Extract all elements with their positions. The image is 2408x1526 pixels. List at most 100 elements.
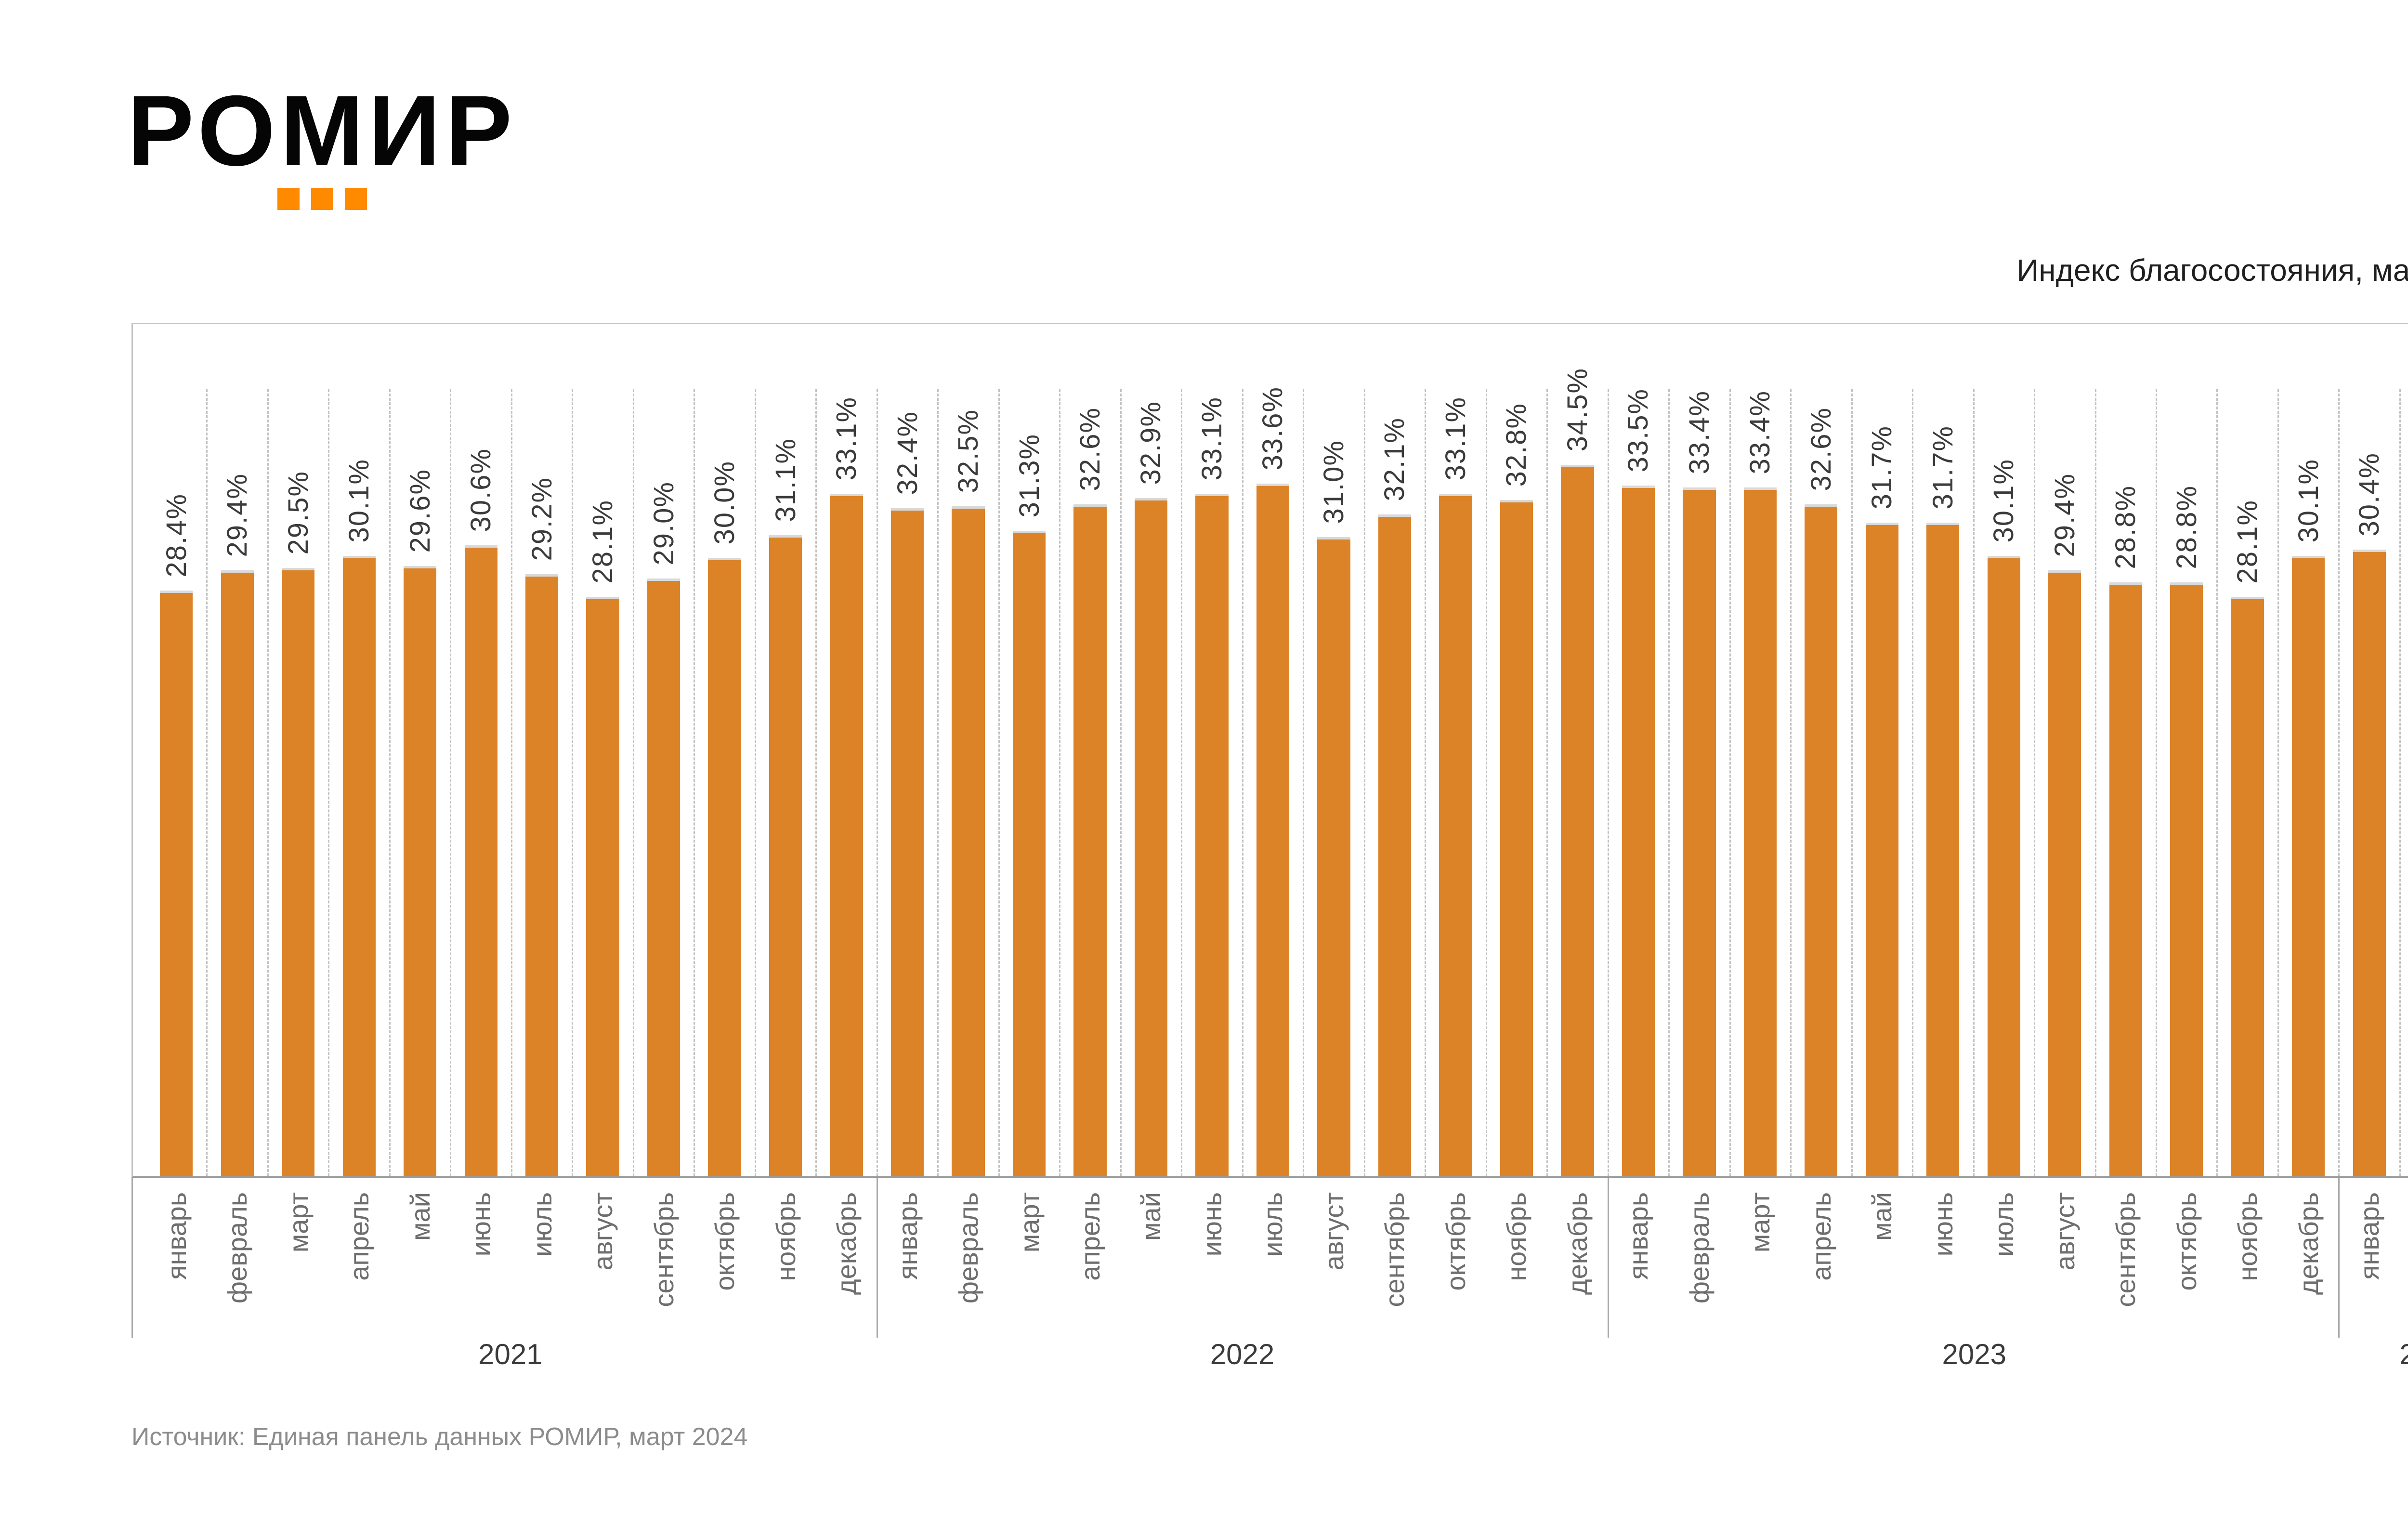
bar-value-label: 29.4%	[2049, 473, 2081, 557]
month-cell: сентябрь	[633, 1178, 694, 1338]
bar-column-2021-февраль: 29.4%	[207, 324, 269, 1176]
bar-column-2023-май: 31.7%	[1852, 324, 1914, 1176]
month-cell: июнь	[1181, 1178, 1242, 1338]
bar-value-label: 30.1%	[343, 458, 375, 542]
month-label: сентябрь	[2110, 1192, 2141, 1307]
month-label: март	[283, 1192, 314, 1253]
bar-value-label: 30.1%	[1988, 458, 2020, 542]
bar	[2231, 597, 2264, 1176]
bar-column-2021-январь: 28.4%	[146, 324, 208, 1176]
month-label: июль	[526, 1192, 557, 1257]
bar-column-2022-август: 31.0%	[1303, 324, 1366, 1176]
month-label: июль	[1989, 1192, 2019, 1257]
bar-value-label: 29.0%	[648, 481, 680, 565]
month-cell: октябрь	[1425, 1178, 1486, 1338]
bar	[525, 574, 559, 1176]
month-cell: январь	[877, 1178, 938, 1338]
bar-column-2023-июль: 30.1%	[1974, 324, 2036, 1176]
bar	[464, 545, 497, 1176]
month-label: июль	[1257, 1192, 1288, 1257]
month-label: октябрь	[709, 1192, 740, 1291]
romir-logo: РОМИР	[127, 81, 2408, 210]
bar	[2170, 582, 2203, 1176]
bar-value-label: 30.0%	[709, 460, 741, 544]
logo-text: РОМИР	[127, 75, 517, 187]
month-cell: июнь	[1912, 1178, 1973, 1338]
plot-area: 28.4% 29.4% 29.5% 30.1% 29.6% 30.6% 29.2% 28.1%…	[131, 323, 2408, 1178]
month-label: июнь	[1196, 1192, 1227, 1257]
wellbeing-bar-chart: 28.4% 29.4% 29.5% 30.1% 29.6% 30.6% 29.2% 28.1%…	[131, 323, 2408, 1378]
bar	[1378, 514, 1412, 1176]
month-label: январь	[1623, 1192, 1654, 1280]
bar-column-2023-июнь: 31.7%	[1912, 324, 1975, 1176]
bar-column-2023-октябрь: 28.8%	[2156, 324, 2218, 1176]
bar-column-2023-январь: 33.5%	[1608, 324, 1670, 1176]
bar-value-label: 32.4%	[891, 410, 923, 495]
bar-value-label: 28.8%	[2171, 485, 2202, 569]
bar-column-2021-март: 29.5%	[268, 324, 330, 1176]
bar-value-label: 31.0%	[1318, 439, 1349, 524]
month-cell: апрель	[1791, 1178, 1851, 1338]
chart-title: Индекс благосостояния, март 2024	[2016, 253, 2408, 288]
bar	[1317, 537, 1350, 1176]
month-label: февраль	[953, 1192, 984, 1304]
month-label: апрель	[344, 1192, 375, 1281]
bar	[952, 506, 985, 1176]
bar	[1805, 504, 1838, 1176]
month-cell: июнь	[450, 1178, 511, 1338]
month-cell: октябрь	[2156, 1178, 2217, 1338]
month-axis: январь февраль март апрель май июнь июль август…	[131, 1178, 2408, 1338]
month-label: сентябрь	[648, 1192, 679, 1307]
bar-column-2023-апрель: 32.6%	[1791, 324, 1853, 1176]
month-label: ноябрь	[1501, 1192, 1532, 1281]
bar	[404, 566, 437, 1176]
bar	[1500, 500, 1533, 1176]
month-cell: сентябрь	[1364, 1178, 1425, 1338]
bar-value-label: 32.8%	[1501, 402, 1532, 487]
bar-column-2023-март: 33.4%	[1730, 324, 1792, 1176]
month-label: ноябрь	[770, 1192, 801, 1281]
month-cell: май	[390, 1178, 450, 1338]
bar-column-2022-декабрь: 34.5%	[1547, 324, 1610, 1176]
bar-column-2021-май: 29.6%	[390, 324, 452, 1176]
month-label: январь	[2354, 1192, 2385, 1280]
bar-column-2021-июль: 29.2%	[511, 324, 574, 1176]
logo-square	[277, 188, 300, 210]
month-label: август	[1318, 1192, 1349, 1271]
bar-value-label: 33.5%	[1623, 388, 1654, 472]
month-cell: июль	[1243, 1178, 1303, 1338]
month-cell: февраль	[1669, 1178, 1729, 1338]
month-cell: июль	[1974, 1178, 2034, 1338]
bar-column-2021-июнь: 30.6%	[450, 324, 513, 1176]
year-label-2021: 2021	[478, 1338, 543, 1370]
month-label: декабрь	[2293, 1192, 2324, 1295]
month-cell: август	[1303, 1178, 1364, 1338]
month-label: март	[1014, 1192, 1045, 1253]
bar-column-2022-апрель: 32.6%	[1060, 324, 1122, 1176]
bar-column-2021-сентябрь: 29.0%	[633, 324, 695, 1176]
bar-value-label: 31.7%	[1866, 425, 1898, 509]
bar	[1012, 531, 1046, 1176]
bar-column-2021-август: 28.1%	[572, 324, 635, 1176]
bar-value-label: 31.7%	[1927, 425, 1959, 509]
month-cell: май	[1121, 1178, 1181, 1338]
bar-column-2022-май: 32.9%	[1121, 324, 1183, 1176]
bar-column-2022-январь: 32.4%	[877, 324, 939, 1176]
month-label: сентябрь	[1379, 1192, 1410, 1307]
bar-column-2022-февраль: 32.5%	[938, 324, 1000, 1176]
month-cell: декабрь	[816, 1178, 878, 1338]
chart-region: Индекс благосостояния, март 2024 28.4% 29…	[131, 252, 2408, 1451]
bar-column-2022-март: 31.3%	[999, 324, 1061, 1176]
month-cell: май	[1852, 1178, 1912, 1338]
month-label: май	[1867, 1192, 1898, 1241]
month-cell: июль	[511, 1178, 572, 1338]
month-label: май	[1136, 1192, 1166, 1241]
bar-value-label: 29.6%	[404, 468, 436, 553]
bar-value-label: 32.1%	[1379, 417, 1411, 501]
month-cell: декабрь	[1547, 1178, 1610, 1338]
bar	[1256, 484, 1290, 1176]
bar	[1622, 486, 1655, 1176]
bar	[1195, 494, 1229, 1176]
bar-column-2021-апрель: 30.1%	[328, 324, 391, 1176]
bar	[1987, 556, 2020, 1176]
